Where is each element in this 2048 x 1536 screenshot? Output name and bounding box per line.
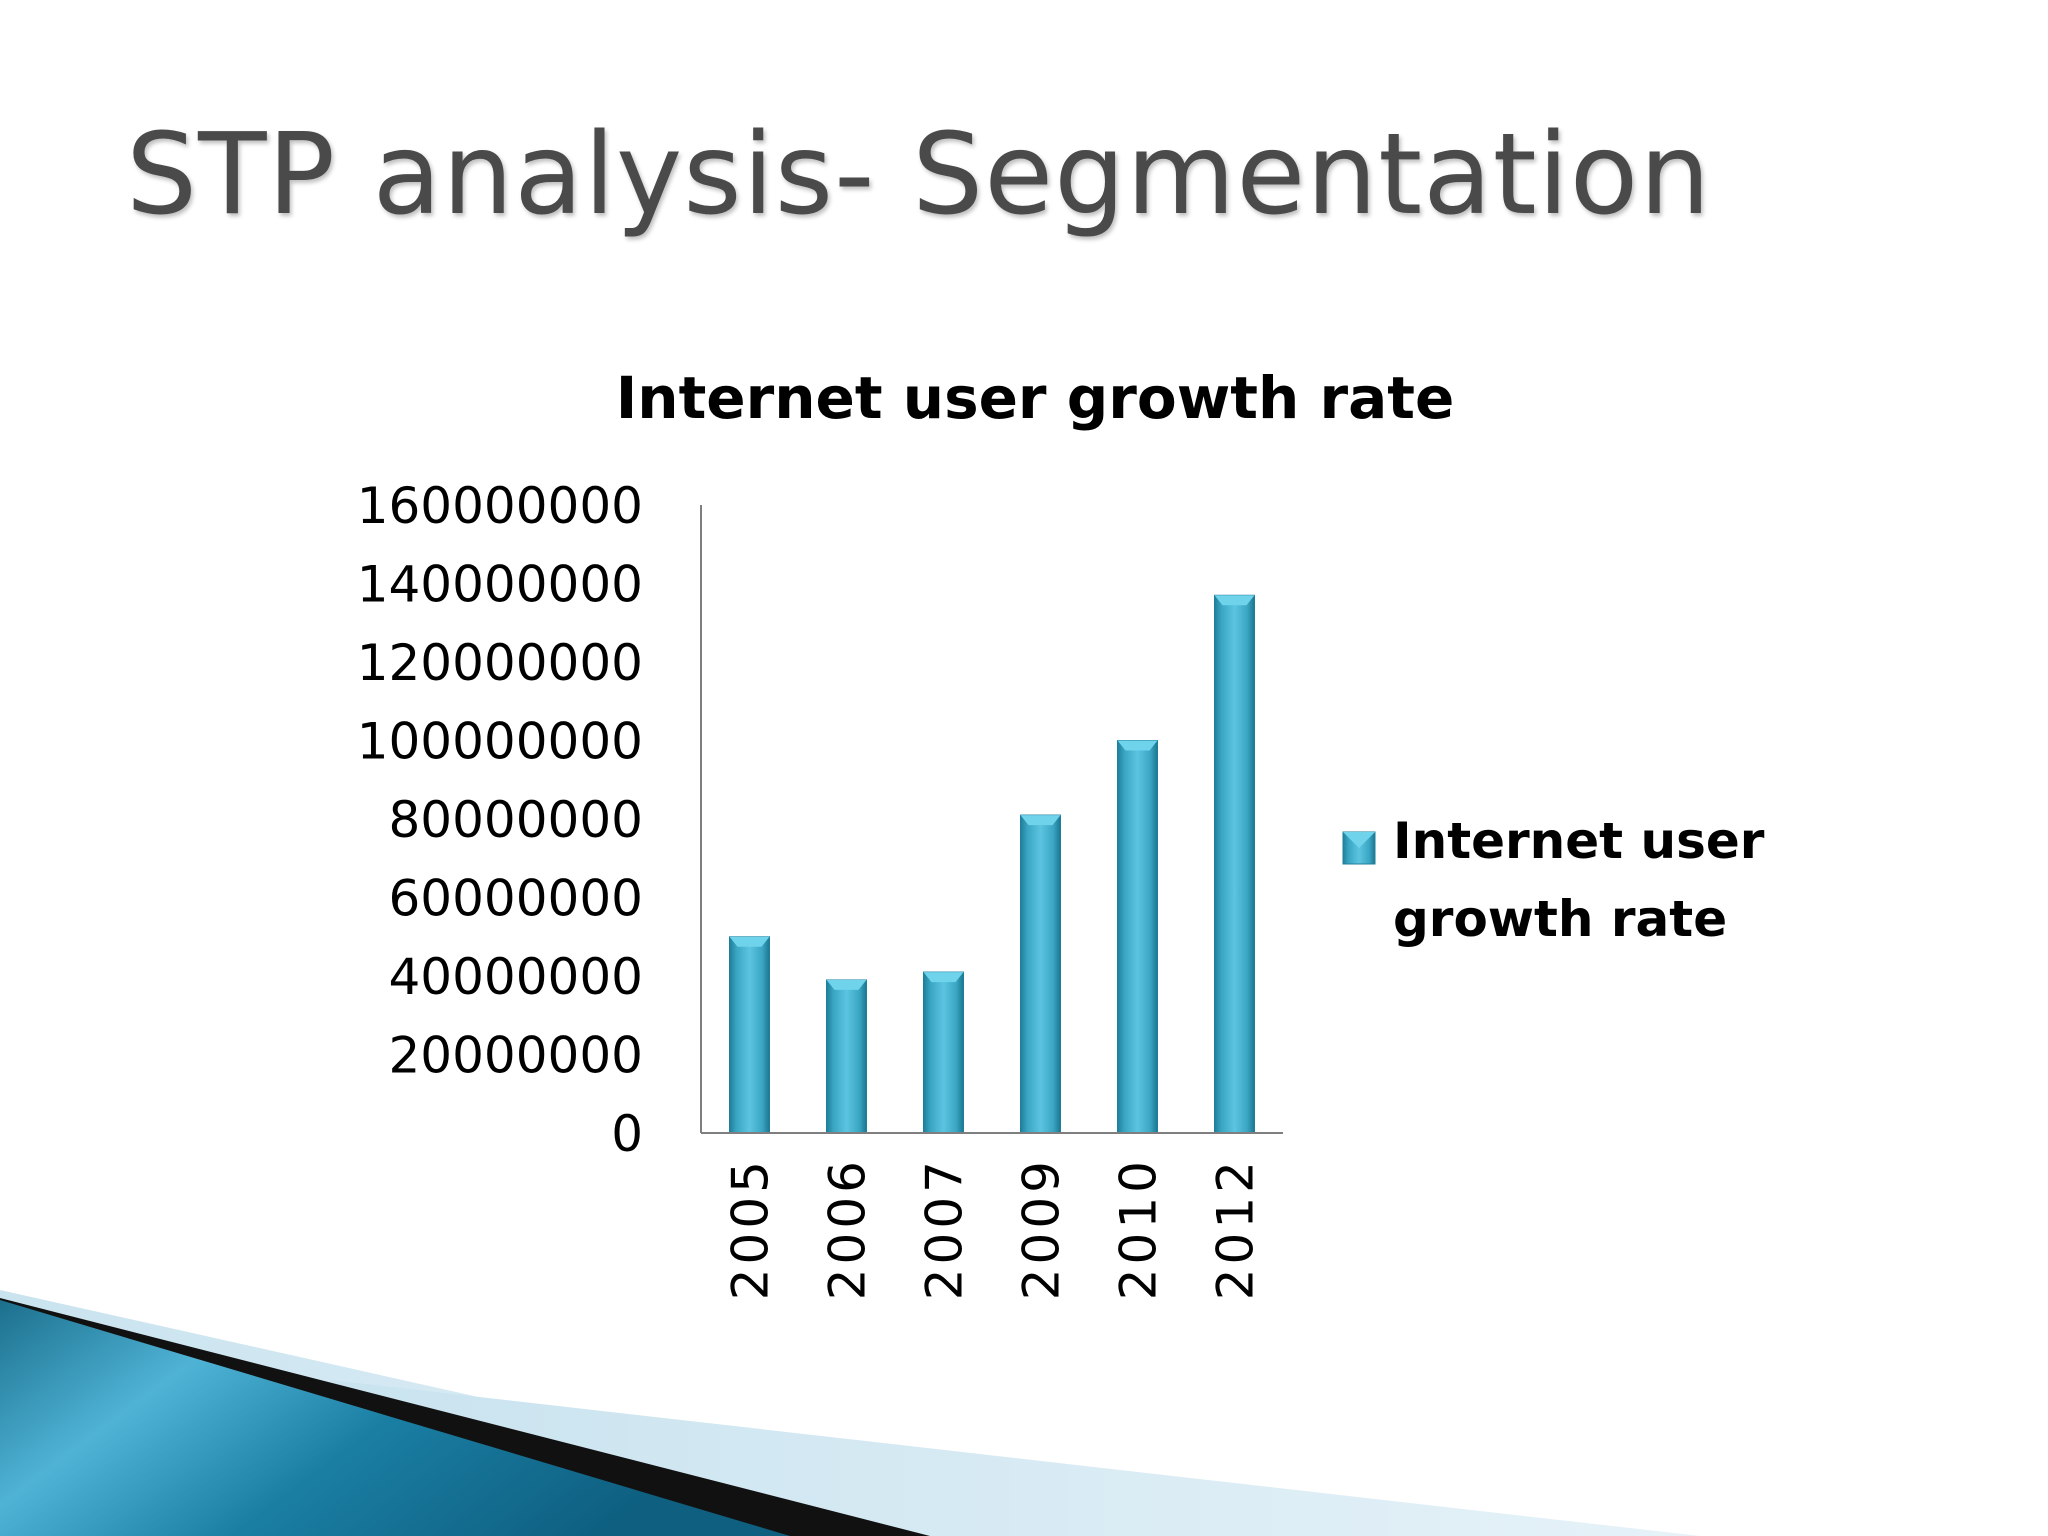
x-tick-label: 2005	[722, 1157, 780, 1300]
bar-2005	[729, 936, 770, 1134]
y-tick-label: 40000000	[389, 948, 644, 1006]
bar-bevel-2007	[923, 972, 964, 983]
y-tick-label: 80000000	[389, 791, 644, 849]
y-axis-ticks: 0 20000000 40000000 60000000 80000000 1000000…	[357, 477, 643, 1163]
y-tick-label: 100000000	[357, 713, 643, 771]
y-tick-label: 60000000	[389, 870, 644, 928]
bar-bevel-2012	[1214, 595, 1255, 606]
x-tick-label: 2010	[1110, 1157, 1168, 1300]
bar-2006	[826, 979, 867, 1134]
x-tick-label: 2007	[916, 1157, 974, 1300]
x-tick-label: 2012	[1207, 1157, 1265, 1300]
legend-label-line-1: Internet user	[1393, 812, 1765, 870]
x-tick-label: 2006	[819, 1157, 877, 1300]
bar-2007	[923, 971, 964, 1134]
legend-swatch-bevel	[1343, 832, 1375, 848]
legend: Internet user growth rate	[1342, 812, 1765, 948]
y-tick-label: 20000000	[389, 1027, 644, 1085]
x-axis-ticks: 2005 2006 2007 2009 2010 2012	[722, 1157, 1265, 1300]
bar-2010	[1117, 740, 1158, 1134]
y-tick-label: 140000000	[357, 556, 643, 614]
bar-2009	[1020, 814, 1061, 1134]
y-tick-label: 0	[611, 1105, 643, 1163]
bar-bevel-2006	[826, 979, 867, 990]
y-tick-label: 120000000	[357, 634, 643, 692]
x-tick-label: 2009	[1013, 1157, 1071, 1300]
legend-label-line-2: growth rate	[1393, 890, 1727, 948]
bar-2012	[1214, 594, 1255, 1134]
y-tick-label: 160000000	[357, 477, 643, 535]
bars	[729, 594, 1255, 1134]
slide-title: STP analysis- Segmentation	[126, 110, 1712, 240]
bar-bevel-2009	[1020, 815, 1061, 826]
bar-bevel-2010	[1117, 740, 1158, 751]
bar-bevel-2005	[729, 936, 770, 947]
chart-title: Internet user growth rate	[616, 364, 1455, 432]
